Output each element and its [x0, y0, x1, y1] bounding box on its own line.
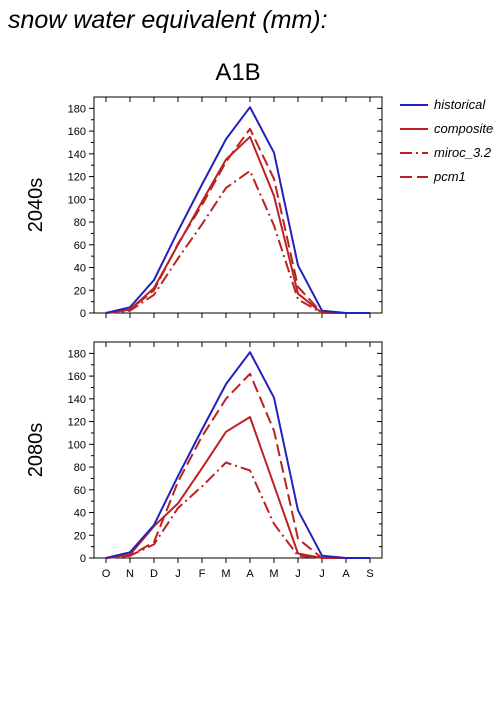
legend-item: pcm1: [400, 169, 466, 184]
plot-frame: [93, 341, 383, 559]
legend-item: miroc_3.2: [400, 145, 492, 160]
y-tick-label: 140: [68, 149, 86, 161]
y-tick-label: 40: [74, 263, 86, 275]
series-line-miroc-3-2: [105, 461, 370, 559]
x-tick-label: J: [319, 568, 325, 580]
y-tick-label: 60: [74, 240, 86, 252]
series-line-historical: [105, 106, 370, 314]
series-line-miroc-3-2: [105, 169, 370, 314]
x-tick-label: N: [126, 568, 134, 580]
y-tick-label: 40: [74, 508, 86, 520]
x-tick-label: A: [342, 568, 350, 580]
legend: historical composite miroc_3.2 pcm1: [400, 97, 493, 184]
x-tick-label: D: [150, 568, 158, 580]
series-line-composite: [105, 416, 370, 559]
y-tick-label: 80: [74, 217, 86, 229]
legend-label: pcm1: [433, 169, 466, 184]
y-tick-label: 160: [68, 126, 86, 138]
series-line-composite: [105, 135, 370, 314]
y-tick-label: 120: [68, 172, 86, 184]
y-tick-label: 20: [74, 530, 86, 542]
legend-item: historical: [400, 97, 486, 112]
y-tick-label: 160: [68, 371, 86, 383]
series-line-historical: [105, 351, 370, 559]
row-label: 2080s: [25, 423, 47, 478]
panel-2080s: 0 20 40 60 80 100 120 140 160 180 O N D J F M A M J J A S 2080…: [25, 341, 383, 580]
y-tick-label: 180: [68, 103, 86, 115]
x-tick-label: J: [175, 568, 181, 580]
y-tick-label: 100: [68, 194, 86, 206]
y-tick-label: 120: [68, 417, 86, 429]
scenario-label: A1B: [215, 59, 260, 86]
y-tick-label: 180: [68, 348, 86, 360]
x-tick-label: J: [295, 568, 301, 580]
x-tick-label: A: [246, 568, 254, 580]
x-tick-label: M: [269, 568, 278, 580]
legend-label: miroc_3.2: [434, 145, 492, 160]
y-tick-label: 0: [80, 308, 86, 320]
y-tick-label: 60: [74, 485, 86, 497]
y-tick-label: 100: [68, 439, 86, 451]
legend-label: composite: [434, 121, 493, 136]
x-tick-label: F: [199, 568, 206, 580]
panel-2040s: 0 20 40 60 80 100 120 140 160 180 2040s: [25, 96, 383, 320]
x-tick-label: M: [221, 568, 230, 580]
y-tick-label: 0: [80, 553, 86, 565]
legend-label: historical: [434, 97, 486, 112]
plot-frame: [93, 96, 383, 314]
series-line-pcm1: [105, 127, 370, 314]
row-label: 2040s: [25, 178, 47, 233]
legend-item: composite: [400, 121, 493, 136]
y-tick-label: 80: [74, 462, 86, 474]
x-tick-label: S: [366, 568, 373, 580]
x-tick-label: O: [102, 568, 111, 580]
page-title: snow water equivalent (mm):: [8, 6, 328, 34]
y-tick-label: 140: [68, 394, 86, 406]
y-tick-label: 20: [74, 285, 86, 297]
series-line-pcm1: [105, 372, 370, 559]
